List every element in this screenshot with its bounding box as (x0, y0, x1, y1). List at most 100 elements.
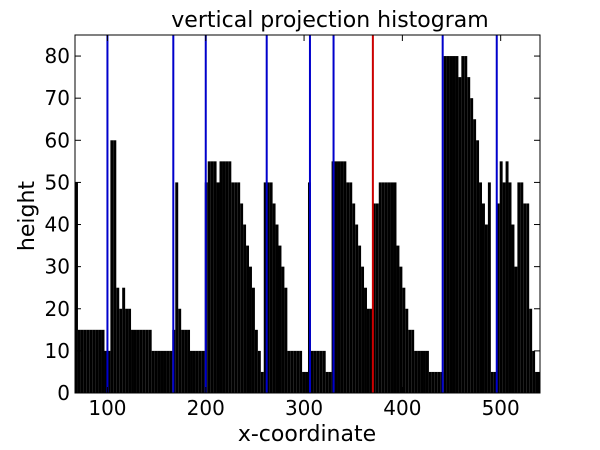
histogram-bar (464, 56, 468, 394)
histogram-bar (275, 224, 279, 393)
histogram-bar (381, 182, 385, 393)
histogram-bar (151, 350, 155, 393)
histogram-bar (243, 224, 247, 393)
x-axis: 100 200 300 400 500 (88, 35, 520, 420)
histogram-bar (375, 203, 379, 393)
histogram-bar (369, 308, 373, 393)
histogram-bar (490, 371, 494, 393)
histogram-bar (178, 308, 182, 393)
histogram-bar (532, 350, 536, 393)
histogram-bar (517, 182, 521, 393)
histogram-bar (458, 77, 462, 394)
histogram-bar (449, 56, 453, 394)
histogram-bar (384, 182, 388, 393)
histogram-bar (237, 182, 241, 393)
histogram-bar (352, 203, 356, 393)
x-tick-label: 400 (383, 396, 421, 420)
histogram-bar (160, 350, 164, 393)
histogram-bar (142, 329, 146, 393)
histogram-bar (505, 161, 509, 393)
histogram-bar (269, 182, 273, 393)
histogram-bar (470, 98, 474, 394)
histogram-bar (423, 350, 426, 393)
histogram-bar (222, 161, 226, 393)
histogram-bar (355, 224, 359, 393)
histogram-bar (166, 350, 170, 393)
histogram-bar (119, 308, 123, 393)
histogram-bar (313, 350, 317, 393)
histogram-bar (502, 182, 506, 393)
y-tick-label: 40 (45, 213, 70, 237)
histogram-bar (414, 350, 418, 393)
x-tick-label: 300 (285, 396, 323, 420)
y-tick-label: 30 (45, 255, 70, 279)
histogram-bar (364, 287, 367, 393)
histogram-bar (154, 350, 158, 393)
plot-area (75, 35, 540, 394)
histogram-bar (128, 308, 132, 393)
histogram-bar (266, 182, 270, 393)
histogram-bar (122, 287, 126, 393)
histogram-bar (452, 56, 456, 394)
histogram-bar (201, 350, 205, 393)
histogram-bar (511, 224, 515, 393)
histogram-bar (240, 203, 244, 393)
y-tick-label: 20 (45, 297, 70, 321)
histogram-bar (499, 161, 503, 393)
y-axis: 0 10 20 30 40 50 60 70 80 (45, 44, 540, 405)
histogram-bar (234, 182, 238, 393)
histogram-bar (89, 329, 93, 393)
histogram-bar (145, 329, 149, 393)
histogram-bar (493, 371, 497, 393)
histogram-bar (482, 203, 485, 393)
histogram-bar (157, 350, 161, 393)
histogram-bar (520, 182, 524, 393)
histogram-bar (184, 329, 188, 393)
histogram-bar (529, 308, 533, 393)
histogram-bar (523, 203, 527, 393)
histogram-bar (290, 350, 294, 393)
histogram-bar (425, 350, 429, 393)
histogram-bar (378, 182, 382, 393)
y-tick-label: 80 (45, 44, 70, 68)
histogram-bar (476, 140, 480, 393)
histogram-bar (526, 203, 530, 393)
histogram-bar (358, 245, 362, 393)
histogram-bar (101, 329, 105, 393)
histogram-bar (296, 350, 300, 393)
histogram-bar (219, 161, 223, 393)
x-axis-label: x-coordinate (238, 422, 376, 447)
histogram-bar (428, 371, 432, 393)
histogram-bar (216, 182, 220, 393)
histogram-bar (254, 329, 258, 393)
histogram-bar (125, 308, 129, 393)
histogram-bar (231, 182, 235, 393)
histogram-bar (131, 329, 134, 393)
histogram-bar (98, 329, 102, 393)
histogram-bar (461, 56, 465, 394)
x-tick-label: 500 (482, 396, 520, 420)
histogram-bar (107, 350, 111, 393)
histogram-bar (251, 287, 255, 393)
x-tick-label: 200 (187, 396, 225, 420)
histogram-bar (434, 371, 438, 393)
histogram-bar (281, 266, 285, 393)
histogram-bar (334, 161, 338, 393)
histogram-bar (299, 350, 303, 393)
histogram-bar (257, 350, 261, 393)
histogram-bar (213, 161, 217, 393)
histogram-bar (479, 182, 482, 393)
histogram-bar (446, 56, 450, 394)
histogram-bar (207, 161, 211, 393)
histogram-bar (246, 245, 250, 393)
histogram-bar (366, 308, 370, 393)
plot-frame (74, 34, 541, 394)
histogram-bar (473, 119, 477, 394)
histogram-bar (361, 266, 365, 393)
histogram-bar (175, 182, 179, 393)
histogram-bar (322, 350, 326, 393)
y-tick-label: 50 (45, 170, 70, 194)
histogram-bar (225, 161, 229, 393)
histogram-bar (302, 371, 306, 393)
